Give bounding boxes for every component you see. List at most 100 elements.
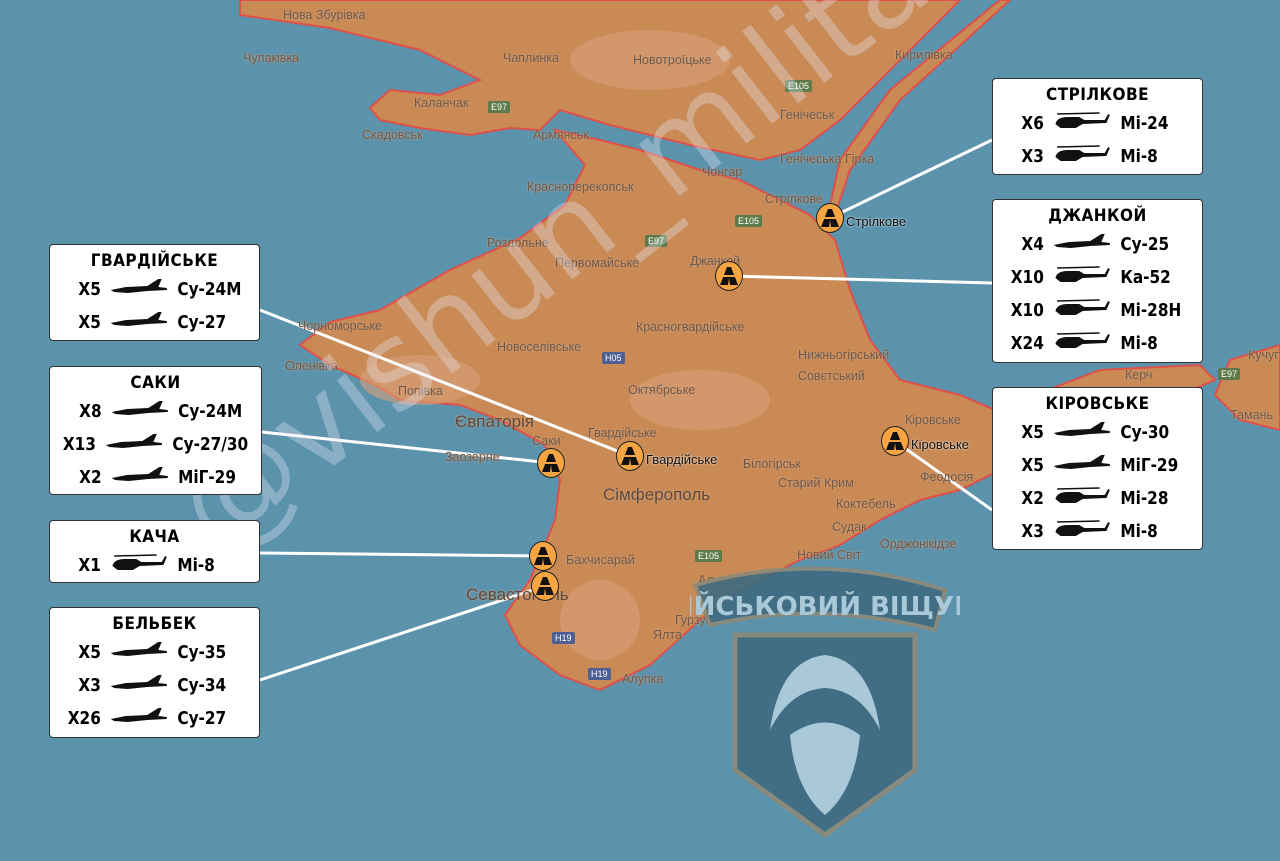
airfield-name: ГВАРДІЙСЬКЕ	[90, 251, 219, 271]
place-label: Ялта	[653, 628, 682, 642]
airfield-name: ДЖАНКОЙ	[1048, 206, 1147, 226]
place-label: Орджонікідзе	[880, 537, 957, 551]
airfield-marker-icon[interactable]	[715, 261, 743, 291]
road-number-badge: H19	[552, 632, 575, 644]
place-label: Чонгар	[702, 165, 743, 179]
road-number-badge: E97	[645, 235, 668, 247]
aircraft-count: X8	[79, 401, 102, 422]
aircraft-count: X3	[1021, 146, 1044, 167]
airfield-name: КАЧА	[129, 527, 180, 547]
aircraft-type: Су-34	[177, 675, 227, 696]
airfield-info-box: ГВАРДІЙСЬКЕ X5 Су-24М X5 Су-27	[49, 244, 260, 341]
helicopter-silhouette-icon	[1044, 264, 1121, 291]
place-label: Гвардійське	[588, 426, 657, 440]
aircraft-type: Су-27	[177, 708, 227, 729]
place-label: Октябрське	[628, 383, 696, 397]
aircraft-row: X1 Мі-8	[66, 549, 244, 582]
aircraft-count: X5	[1021, 455, 1044, 476]
leader-line	[259, 308, 631, 458]
leader-line	[261, 430, 552, 465]
jet-silhouette-icon	[1044, 233, 1121, 256]
airfield-marker-icon[interactable]	[531, 571, 559, 601]
road-number-badge: E97	[488, 101, 511, 113]
logo-text: ВІЙСЬКОВИЙ ВІЩУН	[690, 590, 960, 622]
place-label: Совєтський	[798, 369, 865, 383]
aircraft-count: X10	[1010, 300, 1044, 321]
airfield-marker-icon[interactable]	[816, 203, 844, 233]
road-number-badge: E105	[785, 80, 813, 92]
aircraft-count: X2	[1021, 488, 1044, 509]
place-label: Новий Світ	[797, 548, 862, 562]
helicopter-silhouette-icon	[1044, 110, 1121, 137]
aircraft-type: Ка-52	[1120, 267, 1171, 288]
airfield-info-box: БЕЛЬБЕК X5 Су-35 X3 Су-34 X26 Су-27	[49, 607, 260, 738]
aircraft-count: X24	[1010, 333, 1044, 354]
airfield-name: КІРОВСЬКЕ	[1045, 394, 1150, 414]
helicopter-silhouette-icon	[1044, 518, 1121, 545]
aircraft-type: Су-24М	[177, 279, 242, 300]
aircraft-row: X5 Су-27	[66, 306, 244, 339]
airfield-marker-icon[interactable]	[537, 448, 565, 478]
aircraft-row: X5 Су-24М	[66, 273, 244, 306]
leader-line	[728, 274, 993, 285]
place-label: Чулаківка	[243, 51, 300, 65]
place-label: Роздольне	[487, 236, 549, 250]
airfield-map-label: Кіровське	[911, 437, 970, 452]
aircraft-row: X5 Су-30	[1009, 416, 1187, 449]
aircraft-type: Мі-28Н	[1120, 300, 1182, 321]
aircraft-row: X26 Су-27	[66, 702, 244, 735]
place-label: Саки	[532, 434, 561, 448]
aircraft-row: X2 МіГ-29	[66, 461, 245, 494]
place-label: Каланчак	[414, 96, 469, 110]
aircraft-type: Су-30	[1120, 422, 1170, 443]
aircraft-row: X2 Мі-28	[1009, 482, 1187, 515]
aircraft-row: X10 Мі-28Н	[1009, 294, 1187, 327]
road-number-badge: H05	[602, 352, 625, 364]
airfield-marker-icon[interactable]	[881, 426, 909, 456]
road-number-badge: E105	[695, 550, 723, 562]
airfield-marker-icon[interactable]	[616, 441, 644, 471]
aircraft-type: Мі-8	[1120, 521, 1158, 542]
place-label: Нова Збурівка	[283, 8, 366, 22]
place-label: Оленівка	[285, 359, 338, 373]
jet-silhouette-icon	[1044, 454, 1121, 477]
place-label: Генічеськ	[780, 108, 835, 122]
jet-silhouette-icon	[96, 433, 173, 456]
aircraft-count: X5	[78, 312, 101, 333]
place-label: Армянськ	[533, 128, 589, 142]
aircraft-row: X5 Су-35	[66, 636, 244, 669]
place-label: Новотроїцьке	[633, 53, 712, 67]
leader-line	[894, 439, 993, 512]
aircraft-type: Су-27	[177, 312, 227, 333]
airfield-info-box: ДЖАНКОЙ X4 Су-25 X10 Ка-52 X10 Мі-28Н X24 Мі-8	[992, 199, 1203, 363]
place-label: Судак	[832, 520, 867, 534]
aircraft-type: МіГ-29	[1120, 455, 1179, 476]
airfield-name: САКИ	[130, 373, 181, 393]
aircraft-row: X3 Мі-8	[1009, 515, 1187, 548]
aircraft-type: Мі-8	[1120, 146, 1158, 167]
airfield-info-box: КАЧА X1 Мі-8	[49, 520, 260, 583]
place-label: Сімферополь	[603, 485, 711, 504]
helicopter-silhouette-icon	[1044, 330, 1121, 357]
aircraft-count: X13	[62, 434, 96, 455]
place-label: Генічеська Гірка	[780, 152, 875, 166]
airfield-name: БЕЛЬБЕК	[112, 614, 197, 634]
leader-line	[829, 138, 993, 220]
aircraft-type: МіГ-29	[178, 467, 236, 488]
aircraft-count: X26	[67, 708, 101, 729]
aircraft-count: X4	[1021, 234, 1044, 255]
leader-line	[259, 551, 544, 558]
place-label: Красноперекопськ	[527, 180, 634, 194]
jet-silhouette-icon	[101, 641, 178, 664]
place-label: Євпаторія	[455, 412, 535, 431]
airfield-marker-icon[interactable]	[529, 541, 557, 571]
aircraft-count: X3	[78, 675, 101, 696]
place-label: Тамань	[1230, 408, 1273, 422]
bearded-seer-emblem-icon: ВІЙСЬКОВИЙ ВІЩУН	[690, 566, 960, 839]
jet-silhouette-icon	[102, 466, 179, 489]
place-label: Алупка	[622, 672, 664, 686]
aircraft-count: X2	[79, 467, 102, 488]
airfield-map-label: Стрілкове	[846, 214, 907, 229]
place-label: Кіровське	[905, 413, 961, 427]
place-label: Феодосія	[920, 470, 974, 484]
